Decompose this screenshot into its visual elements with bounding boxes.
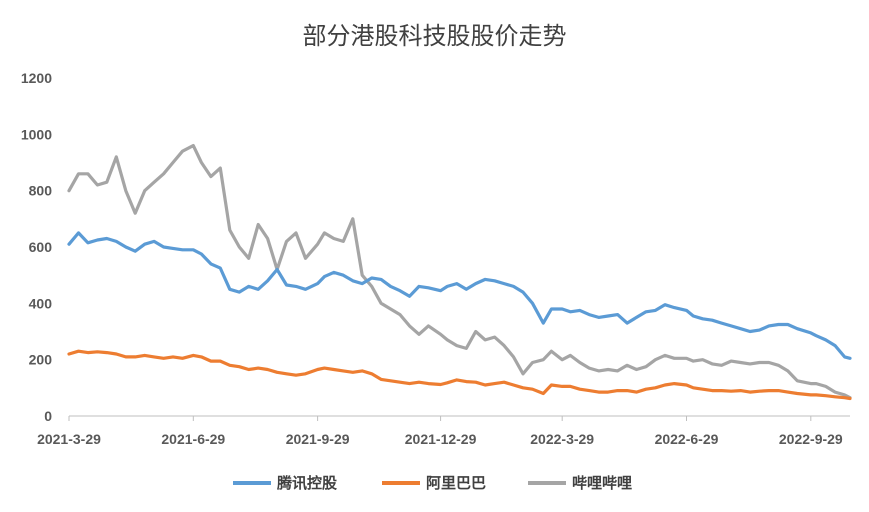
x-tick-label: 2022-9-29 [779,431,843,447]
x-axis-ticks: 2021-3-29 2021-6-29 2021-9-29 2021-12-29 202… [37,416,843,447]
y-axis-ticks: 0 200 400 600 800 1000 1200 [21,70,52,424]
series-line-3 [67,144,852,400]
y-tick-label: 1000 [21,126,52,142]
series-line-2 [67,349,852,401]
legend-label-1: 腾讯控股 [276,474,338,492]
legend-label-2: 阿里巴巴 [426,474,486,492]
y-tick-label: 1200 [21,70,52,86]
legend-label-3: 哔哩哔哩 [572,474,632,492]
chart-title: 部分港股科技股股价走势 [302,22,567,50]
y-tick-label: 800 [29,183,53,199]
y-tick-label: 400 [29,295,53,311]
y-tick-label: 200 [29,352,53,368]
x-tick-label: 2022-3-29 [530,431,594,447]
x-tick-label: 2021-12-29 [405,431,477,447]
x-tick-label: 2021-3-29 [37,431,101,447]
y-tick-label: 0 [44,408,52,424]
y-tick-label: 600 [29,239,53,255]
series-line-1 [67,231,852,360]
legend: 腾讯控股 阿里巴巴 哔哩哔哩 [233,474,632,492]
series-lines [67,144,852,401]
x-tick-label: 2021-9-29 [286,431,350,447]
x-tick-label: 2021-6-29 [161,431,225,447]
x-tick-label: 2022-6-29 [655,431,719,447]
